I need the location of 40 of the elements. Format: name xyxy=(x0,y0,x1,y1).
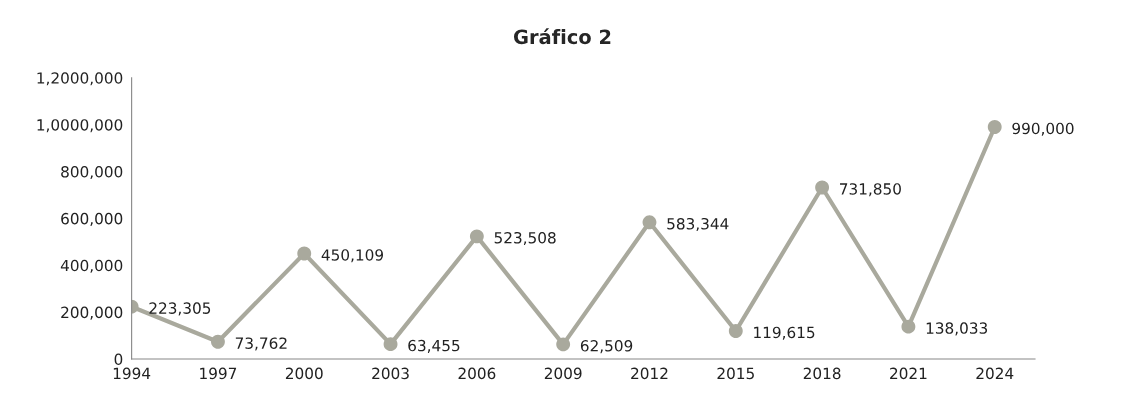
data-label: 62,509 xyxy=(580,340,633,354)
point xyxy=(556,337,571,352)
point xyxy=(383,337,398,352)
point xyxy=(642,215,657,230)
data-label: 138,033 xyxy=(926,322,988,336)
x-tick-label: 1997 xyxy=(200,367,237,380)
y-tick-label: 800,000 xyxy=(61,166,123,180)
y-tick-label: 1,0000,000 xyxy=(37,119,123,133)
point xyxy=(728,324,743,338)
x-tick-label: 1994 xyxy=(113,367,151,380)
x-tick-label: 2012 xyxy=(631,367,668,380)
y-tick-label: 0 xyxy=(114,353,123,366)
data-label: 731,850 xyxy=(840,183,901,197)
chart-title: Gráfico 2 xyxy=(513,28,611,45)
point xyxy=(469,229,484,244)
data-label: 990,000 xyxy=(1012,122,1074,136)
point xyxy=(901,319,916,334)
y-tick-label: 400,000 xyxy=(60,259,123,273)
data-label: 119,615 xyxy=(754,326,815,340)
point xyxy=(210,334,225,349)
x-tick-label: 2009 xyxy=(544,367,582,380)
y-tick-label: 600,000 xyxy=(61,212,123,226)
x-tick-label: 2018 xyxy=(803,367,841,380)
x-tick-label: 2015 xyxy=(717,367,754,380)
point xyxy=(987,120,1002,134)
x-tick-label: 2006 xyxy=(458,367,496,380)
point xyxy=(297,246,312,261)
data-label: 73,762 xyxy=(235,337,287,351)
x-tick-label: 2024 xyxy=(976,367,1014,380)
x-tick-label: 2021 xyxy=(890,367,927,380)
point xyxy=(815,180,830,195)
y-tick-label: 200,000 xyxy=(61,306,123,320)
x-tick-label: 2000 xyxy=(285,367,323,380)
x-tick-label: 2003 xyxy=(372,367,409,380)
data-label: 523,508 xyxy=(494,231,556,246)
y-tick-label: 1,2000,000 xyxy=(37,72,123,86)
data-label: 223,305 xyxy=(149,302,211,316)
data-label: 63,455 xyxy=(408,339,460,353)
data-label: 450,109 xyxy=(321,249,384,263)
data-label: 583,344 xyxy=(667,217,729,232)
